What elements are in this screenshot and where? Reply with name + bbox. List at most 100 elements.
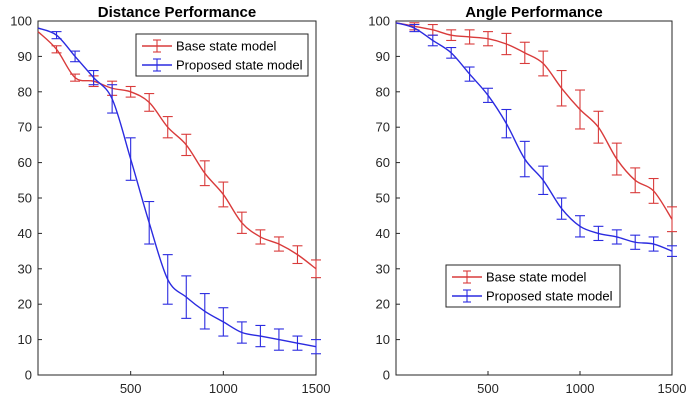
legend: Base state model Proposed state model <box>135 33 309 77</box>
chart-title: Distance Performance <box>98 4 256 21</box>
series-line-1 <box>395 22 673 252</box>
error-bar <box>162 254 173 305</box>
y-tick-label: 20 <box>18 297 32 312</box>
error-bar <box>181 275 192 319</box>
error-bar <box>630 167 641 194</box>
error-bar <box>446 29 457 42</box>
y-tick-label: 30 <box>18 261 32 276</box>
error-bar <box>501 32 512 56</box>
error-bar <box>162 116 173 139</box>
chart-panel-0: Distance Performance 0 10 20 30 40 50 60 70 80 90 1… <box>10 4 330 396</box>
error-bar <box>630 234 641 250</box>
y-tick-label: 30 <box>376 261 390 276</box>
error-bar <box>125 85 136 98</box>
error-bar <box>501 108 512 139</box>
error-bar <box>538 50 549 77</box>
series-line-0 <box>37 31 317 270</box>
chart-panel-1: Angle Performance 0 10 20 30 40 50 60 70 80 90 100 5… <box>368 4 686 396</box>
series-line-0 <box>395 22 673 220</box>
y-tick-label: 90 <box>376 49 390 64</box>
error-bar <box>611 229 622 245</box>
error-bar <box>51 31 62 40</box>
error-bar <box>218 307 229 337</box>
error-bar <box>648 236 659 252</box>
legend-item-0: Base state model <box>452 270 587 285</box>
legend-label: Proposed state model <box>176 58 303 73</box>
y-tick-label: 20 <box>376 297 390 312</box>
error-bar <box>667 206 677 233</box>
y-tick-label: 70 <box>376 120 390 135</box>
y-tick-label: 80 <box>376 84 390 99</box>
error-bar <box>51 45 62 54</box>
error-bar <box>199 160 210 187</box>
error-bar <box>125 137 136 181</box>
x-tick-label: 1000 <box>566 381 595 396</box>
error-bar <box>218 181 229 208</box>
y-tick-label: 70 <box>18 120 32 135</box>
error-bar <box>483 31 493 47</box>
legend-label: Proposed state model <box>486 289 613 304</box>
error-bar <box>70 50 81 63</box>
y-tick-label: 60 <box>376 155 390 170</box>
y-tick-label: 10 <box>18 332 32 347</box>
y-tick-label: 40 <box>376 226 390 241</box>
y-tick-label: 0 <box>25 368 32 383</box>
error-bar <box>255 229 266 245</box>
error-bar <box>311 259 321 279</box>
error-bar <box>483 87 493 103</box>
chart-title: Angle Performance <box>465 4 603 21</box>
error-bar <box>538 165 549 196</box>
y-tick-label: 0 <box>383 368 390 383</box>
error-bar <box>427 34 438 47</box>
error-bar <box>611 142 622 176</box>
y-tick-label: 50 <box>18 191 32 206</box>
error-bar <box>236 211 247 234</box>
error-bar <box>255 324 266 348</box>
series-line-1 <box>37 27 317 348</box>
x-tick-label: 1000 <box>209 381 238 396</box>
legend-item-1: Proposed state model <box>142 58 303 73</box>
error-bar <box>144 200 155 245</box>
error-bar <box>575 215 585 238</box>
legend-label: Base state model <box>486 270 587 285</box>
x-tick-label: 1500 <box>302 381 331 396</box>
error-bar <box>311 339 321 355</box>
error-bar <box>292 335 303 351</box>
error-bar <box>575 89 585 130</box>
y-tick-label: 100 <box>368 14 390 29</box>
error-bar <box>519 140 530 178</box>
error-bar <box>593 225 604 242</box>
legend: Base state model Proposed state model <box>445 264 621 308</box>
legend-box <box>445 264 621 308</box>
y-tick-label: 80 <box>18 84 32 99</box>
error-bar <box>409 23 420 33</box>
x-tick-label: 500 <box>120 381 142 396</box>
error-bar <box>199 293 210 330</box>
y-tick-label: 40 <box>18 226 32 241</box>
error-bar <box>70 73 81 82</box>
legend-item-0: Base state model <box>142 39 277 54</box>
y-tick-label: 60 <box>18 155 32 170</box>
error-bar <box>667 245 677 257</box>
legend-label: Base state model <box>176 39 277 54</box>
x-tick-label: 500 <box>477 381 499 396</box>
error-bar <box>446 46 457 59</box>
error-bar <box>556 70 567 107</box>
error-bar <box>181 133 192 157</box>
error-bar <box>593 110 604 144</box>
y-tick-label: 90 <box>18 49 32 64</box>
error-bar <box>273 236 284 252</box>
error-bar <box>144 93 155 112</box>
error-bar <box>464 66 475 82</box>
y-tick-label: 50 <box>376 191 390 206</box>
legend-box <box>135 33 309 77</box>
error-bar <box>107 84 118 114</box>
y-tick-label: 100 <box>10 14 32 29</box>
error-bar <box>88 70 99 86</box>
error-bar <box>464 29 475 45</box>
error-bar <box>273 328 284 351</box>
error-bar <box>236 321 247 344</box>
error-bar <box>292 245 303 265</box>
legend-item-1: Proposed state model <box>452 289 613 304</box>
